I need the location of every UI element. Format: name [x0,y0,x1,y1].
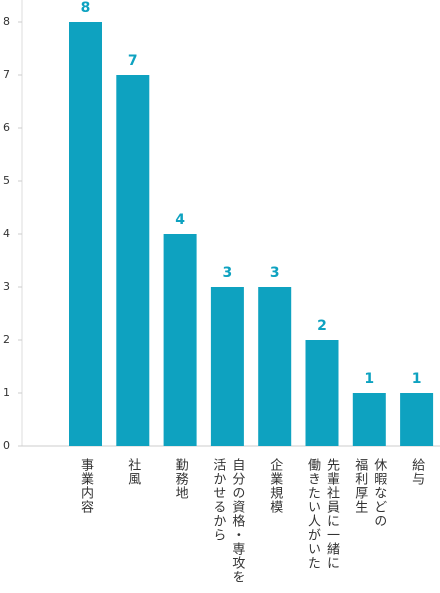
category-line: 事業内容 [78,458,93,514]
y-tick-label: 4 [3,227,10,240]
x-tick-label: 給与 [407,458,426,486]
x-tick-label: 休暇などの 福利厚生 [350,458,388,528]
value-label: 1 [412,371,422,387]
category-line: 福利厚生 [352,458,368,514]
x-tick-label: 先輩社員に一緒に 働きたい人がいた [303,458,341,570]
value-label: 8 [81,0,91,16]
y-tick-label: 3 [3,280,10,293]
y-tick-label: 7 [3,68,10,81]
y-tick-label: 0 [3,439,10,452]
x-tick-label: 自分の資格・専攻を 活かせるから [208,458,246,584]
value-label: 2 [317,318,327,334]
bar [258,287,292,446]
category-line: 社風 [125,458,141,486]
y-tick-label: 1 [3,386,10,399]
category-line: 企業規模 [267,458,283,514]
x-tick-label: 事業内容 [76,458,95,514]
value-label: 3 [223,265,233,281]
category-line: 休暇などの [371,458,387,528]
category-line: 給与 [409,458,425,486]
value-label: 7 [128,53,138,69]
bar [352,393,386,446]
y-tick-label: 2 [3,333,10,346]
x-tick-label: 勤務地 [171,458,190,500]
x-tick-label: 社風 [123,458,142,486]
category-line: 働きたい人がいた [305,458,320,570]
y-tick-label: 6 [3,121,10,134]
bar [400,393,434,446]
value-label: 1 [364,371,374,387]
category-line: 自分の資格・専攻を [229,458,245,584]
y-tick-label: 8 [3,15,10,28]
y-tick-label: 5 [3,174,10,187]
category-line: 先輩社員に一緒に [324,458,339,570]
x-tick-label: 企業規模 [265,458,284,514]
value-label: 3 [270,265,280,281]
category-line: 勤務地 [172,458,188,500]
value-label: 4 [175,212,185,228]
category-line: 活かせるから [210,458,226,542]
bar [69,22,102,446]
bar [305,340,339,446]
bar [163,234,197,446]
bar [116,75,150,446]
bar [210,287,244,446]
